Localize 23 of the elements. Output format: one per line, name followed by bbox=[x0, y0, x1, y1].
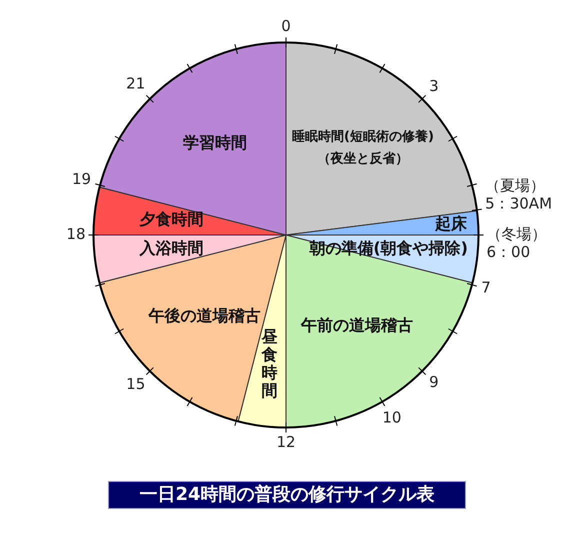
slice-label: 睡眠時間(短眠術の修養) （夜坐と反省） bbox=[292, 128, 434, 167]
slice-label: 午前の道場稽古 bbox=[300, 315, 413, 334]
slice-label: 昼食時間 bbox=[260, 327, 278, 400]
slice-label: 起床 bbox=[434, 214, 468, 233]
text: （冬場） bbox=[486, 224, 546, 243]
text: 15 bbox=[126, 375, 146, 394]
text: 10 bbox=[382, 408, 402, 426]
slice-label: 午後の道場稽古 bbox=[147, 306, 260, 325]
text: 一日24時間の普段の修行サイクル表 bbox=[108, 481, 466, 509]
text: 3 bbox=[429, 76, 439, 95]
slice-label: 夕食時間 bbox=[138, 210, 204, 229]
text: 6：00 bbox=[486, 242, 530, 261]
text: 21 bbox=[126, 74, 146, 93]
text: 5：30AM bbox=[485, 194, 552, 212]
text: （夏場） bbox=[485, 176, 546, 195]
text: 7 bbox=[481, 278, 491, 296]
slice-label: 入浴時間 bbox=[138, 238, 204, 258]
slice-label: 学習時間 bbox=[183, 132, 248, 152]
text: 9 bbox=[429, 372, 439, 391]
text: 12 bbox=[276, 432, 296, 451]
text: 18 bbox=[66, 224, 86, 243]
text: 0 bbox=[281, 16, 291, 35]
text: 19 bbox=[72, 170, 92, 188]
